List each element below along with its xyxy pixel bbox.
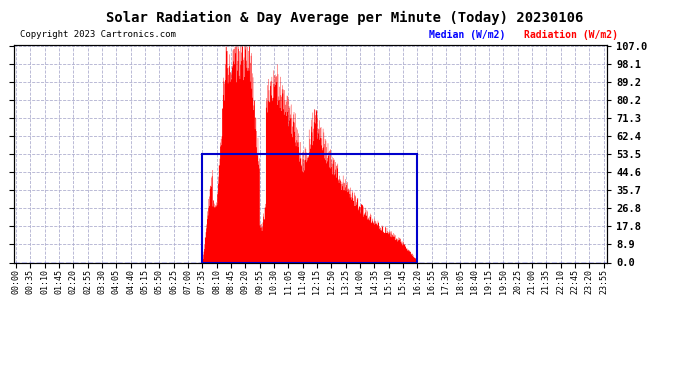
Text: Solar Radiation & Day Average per Minute (Today) 20230106: Solar Radiation & Day Average per Minute… xyxy=(106,11,584,26)
Text: Copyright 2023 Cartronics.com: Copyright 2023 Cartronics.com xyxy=(20,30,176,39)
Text: Radiation (W/m2): Radiation (W/m2) xyxy=(524,30,618,40)
Text: Median (W/m2): Median (W/m2) xyxy=(429,30,506,40)
Bar xyxy=(202,154,417,262)
